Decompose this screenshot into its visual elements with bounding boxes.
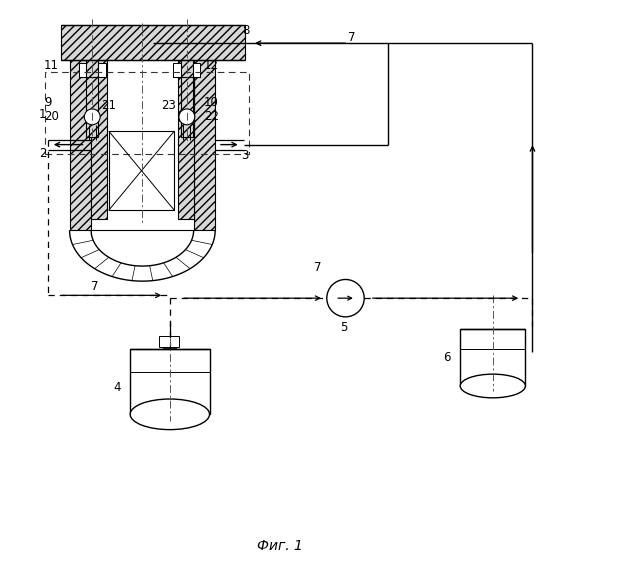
Text: 7: 7: [314, 261, 322, 274]
Text: 8: 8: [243, 24, 250, 37]
Text: 3: 3: [241, 149, 248, 162]
Bar: [86, 60, 99, 137]
Bar: [70, 60, 91, 230]
Text: 11: 11: [44, 59, 59, 72]
Bar: [460, 329, 525, 386]
Text: 22: 22: [204, 110, 219, 123]
Text: 7: 7: [348, 31, 356, 44]
Text: 10: 10: [204, 96, 219, 109]
Ellipse shape: [460, 374, 525, 398]
Bar: [130, 349, 209, 414]
Bar: [178, 60, 194, 219]
Text: 7: 7: [90, 281, 98, 293]
Bar: [91, 60, 107, 219]
Bar: [180, 60, 193, 137]
Ellipse shape: [130, 399, 209, 429]
Circle shape: [179, 109, 195, 125]
Circle shape: [84, 109, 100, 125]
Text: 21: 21: [100, 99, 116, 112]
Text: 2: 2: [40, 147, 47, 160]
Text: 23: 23: [161, 99, 176, 112]
Bar: [79, 63, 106, 77]
Bar: [173, 63, 200, 77]
Text: 9: 9: [44, 96, 52, 109]
Text: 1: 1: [38, 107, 46, 120]
Text: 6: 6: [444, 351, 451, 364]
Text: Фиг. 1: Фиг. 1: [257, 539, 303, 553]
Text: 5: 5: [340, 320, 348, 333]
Bar: [194, 60, 215, 230]
Text: 20: 20: [44, 110, 59, 123]
Text: 12: 12: [204, 59, 219, 72]
Bar: [159, 336, 179, 348]
Bar: [61, 25, 245, 60]
Circle shape: [327, 279, 364, 317]
Bar: [45, 72, 249, 154]
Text: 4: 4: [113, 381, 121, 394]
